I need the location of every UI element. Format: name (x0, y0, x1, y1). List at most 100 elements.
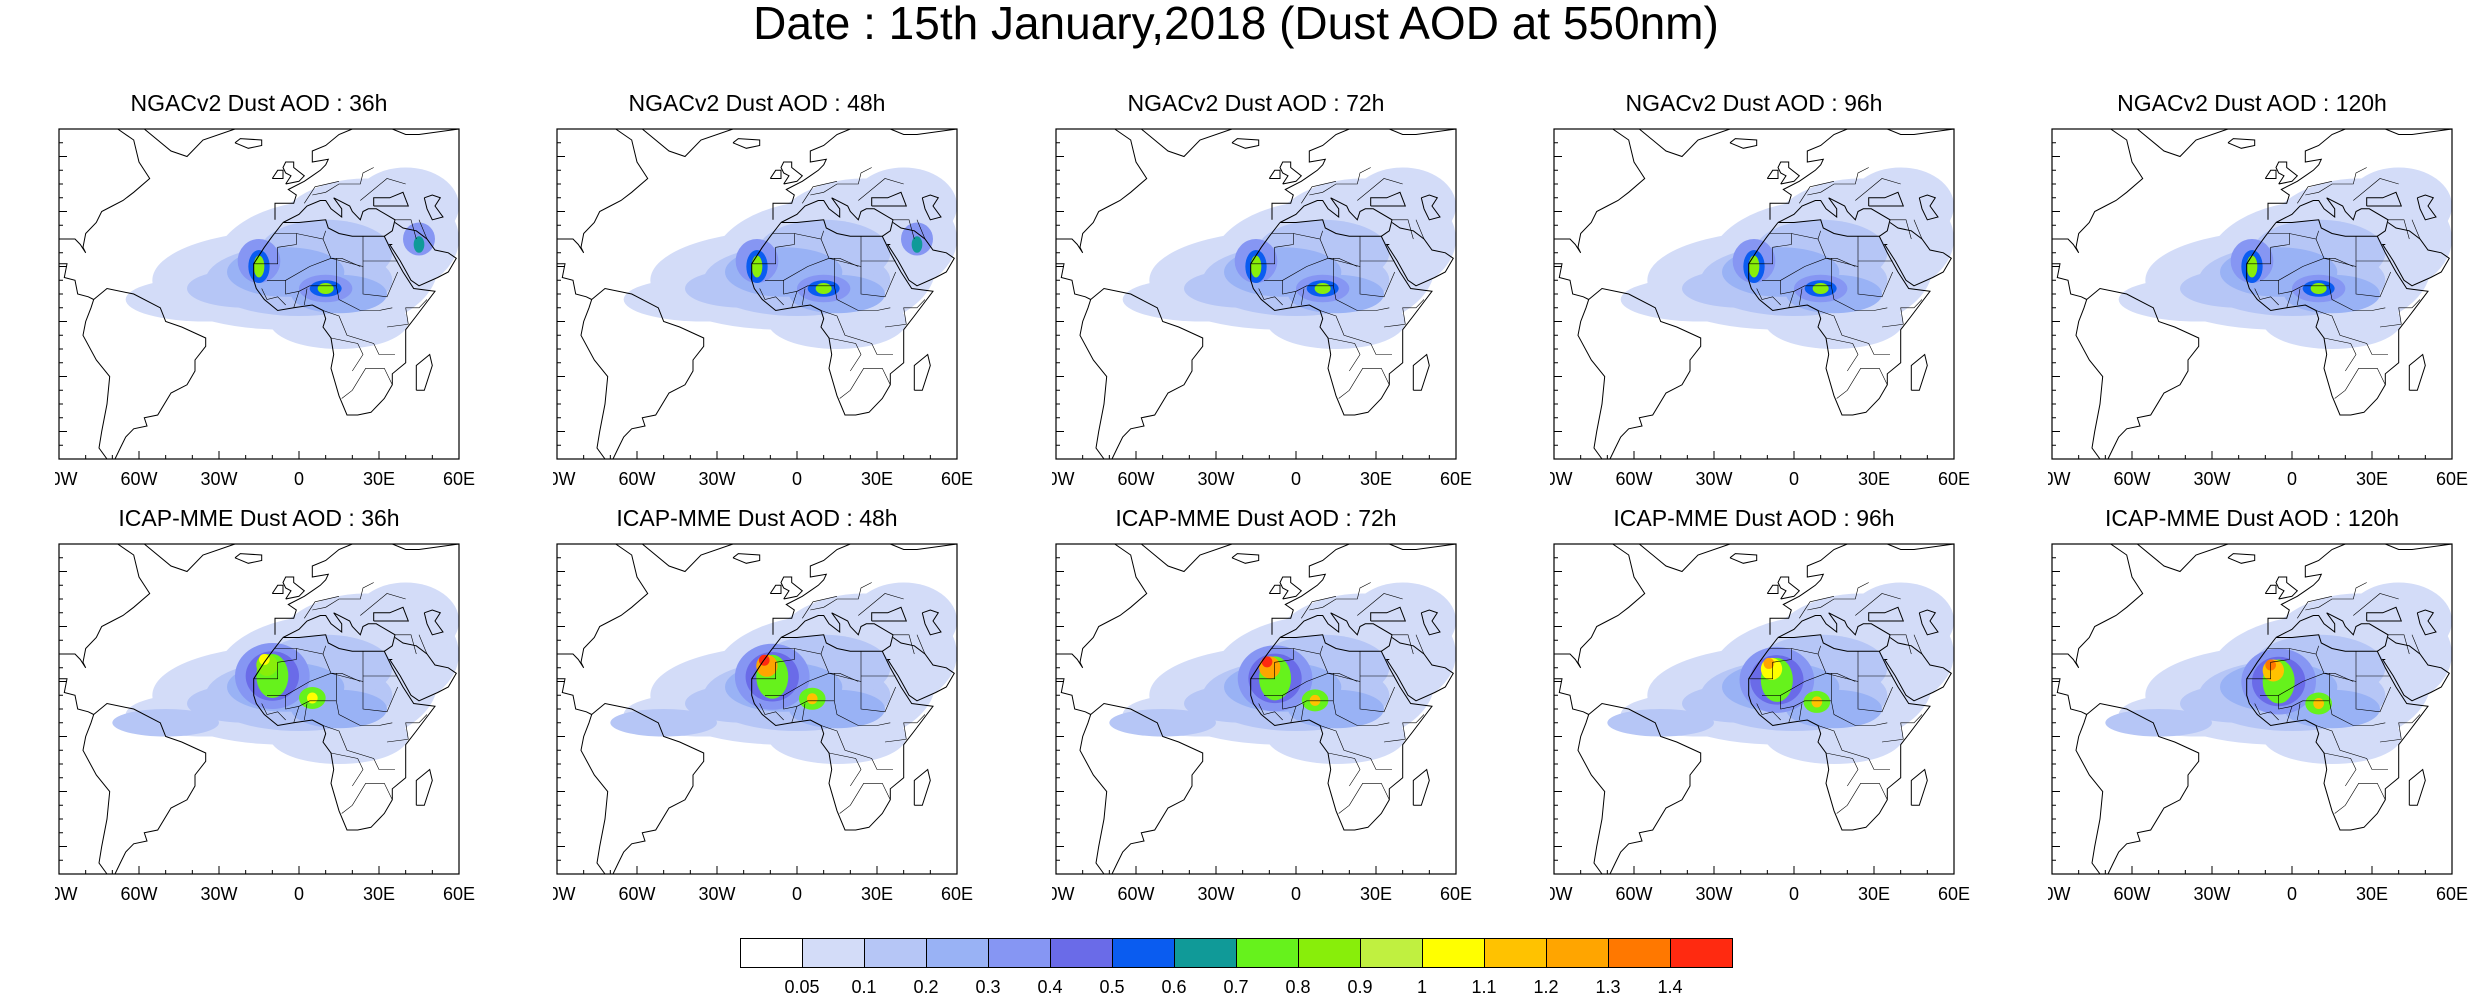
country-border (765, 673, 830, 696)
longitude-tick-label: 90W (2048, 884, 2071, 904)
coast-central-america (557, 678, 592, 715)
coast-south-america (580, 702, 705, 874)
coast-uk (780, 161, 804, 185)
coast-iceland (732, 553, 761, 564)
country-border (860, 681, 896, 713)
country-border (1338, 367, 1390, 399)
coast-greenland (610, 129, 739, 158)
coast-black-sea (2366, 191, 2403, 207)
longitude-tick-label: 0 (792, 884, 802, 904)
country-border (1748, 233, 1792, 265)
coast-uk (1777, 576, 1801, 600)
coast-europe (274, 544, 459, 635)
country-border (2278, 673, 2330, 710)
country-border (1780, 258, 1832, 295)
colorbar-label: 1.4 (1657, 977, 1683, 997)
country-border (2329, 285, 2386, 311)
country-border (1748, 648, 1792, 680)
colorbar-label: 0.7 (1223, 977, 1249, 997)
coast-mediterranean (1777, 197, 1891, 237)
coast-greenland (112, 544, 241, 573)
dust-aod-map: 60N40N20N020S40S90W60W30W030E60E (2048, 128, 2468, 489)
coast-uk (780, 576, 804, 600)
longitude-tick-label: 60W (1615, 469, 1652, 489)
longitude-tick-label: 90W (1550, 469, 1573, 489)
country-border (834, 285, 891, 311)
coast-greenland (2105, 129, 2234, 158)
colorbar-label: 0.1 (851, 977, 877, 997)
aod-colorbar: 0.05 0.1 0.2 0.3 0.4 0.5 0.6 0.7 0.8 0.9 1 1.1 1.2 1.… (740, 938, 1733, 997)
longitude-tick-label: 60W (2113, 884, 2150, 904)
longitude-tick-label: 90W (1052, 884, 1075, 904)
coast-madagascar (1412, 768, 1430, 806)
country-border (1333, 285, 1390, 311)
country-border (1290, 706, 1297, 723)
country-border (304, 703, 308, 721)
aod-contour (413, 236, 425, 253)
country-border (2305, 582, 2367, 611)
country-border (810, 582, 872, 611)
country-border (1328, 673, 1358, 682)
coast-europe (772, 544, 957, 635)
country-border (386, 714, 428, 743)
country-border (2286, 706, 2293, 723)
coast-ireland (1268, 169, 1281, 179)
country-border (1762, 673, 1827, 696)
coast-iceland (1231, 553, 1260, 564)
aod-contour (2310, 283, 2327, 294)
country-border (2355, 681, 2391, 713)
coast-caspian (423, 609, 444, 636)
country-border (330, 337, 364, 372)
dust-aod-map: 60N40N20N020S40S90W60W30W030E60E (553, 128, 973, 489)
country-border (395, 634, 417, 655)
coast-iceland (2227, 138, 2256, 149)
country-border (1383, 714, 1425, 743)
coast-ireland (2264, 584, 2277, 594)
country-border (1319, 236, 1361, 267)
country-border (1327, 337, 1361, 372)
coast-north-america (2052, 544, 2144, 669)
coast-mediterranean (282, 197, 396, 237)
colorbar-label: 1.2 (1533, 977, 1559, 997)
country-border (1836, 782, 1888, 814)
coast-caspian (423, 194, 444, 221)
country-border (360, 593, 406, 616)
country-border (820, 310, 893, 355)
colorbar-label: 0.05 (784, 977, 820, 997)
coast-arabia (2381, 637, 2450, 702)
country-border (2323, 337, 2357, 372)
country-border (820, 651, 862, 682)
coast-ireland (769, 169, 782, 179)
colorbar-label: 0.9 (1347, 977, 1373, 997)
longitude-tick-label: 60E (1938, 469, 1970, 489)
coast-iceland (234, 138, 263, 149)
dust-aod-map: 60N40N20N020S40S90W60W30W030E60E (55, 543, 475, 904)
country-border (418, 219, 428, 240)
country-border (341, 367, 393, 399)
coast-central-america (2052, 678, 2087, 715)
longitude-tick-label: 60W (618, 884, 655, 904)
colorbar-swatch (864, 938, 927, 968)
country-border (2315, 725, 2388, 770)
country-border (1301, 288, 1305, 306)
country-border (253, 233, 297, 265)
coast-europe (1769, 129, 1954, 220)
coast-caspian (921, 609, 942, 636)
country-border (1319, 651, 1361, 682)
country-border (1857, 266, 1893, 298)
coast-greenland (1607, 129, 1736, 158)
country-border (322, 725, 395, 770)
country-border (820, 236, 862, 267)
coast-madagascar (1910, 353, 1928, 391)
country-border (1309, 582, 1371, 611)
country-border (1392, 634, 1414, 655)
coast-madagascar (415, 768, 433, 806)
aod-contour (112, 709, 219, 737)
country-border (2246, 233, 2290, 265)
aod-field (1109, 582, 1456, 764)
coast-arabia (886, 222, 955, 287)
country-border (1258, 703, 1283, 721)
coast-uk (2275, 576, 2299, 600)
coast-north-america (59, 544, 151, 669)
coast-ireland (1268, 584, 1281, 594)
